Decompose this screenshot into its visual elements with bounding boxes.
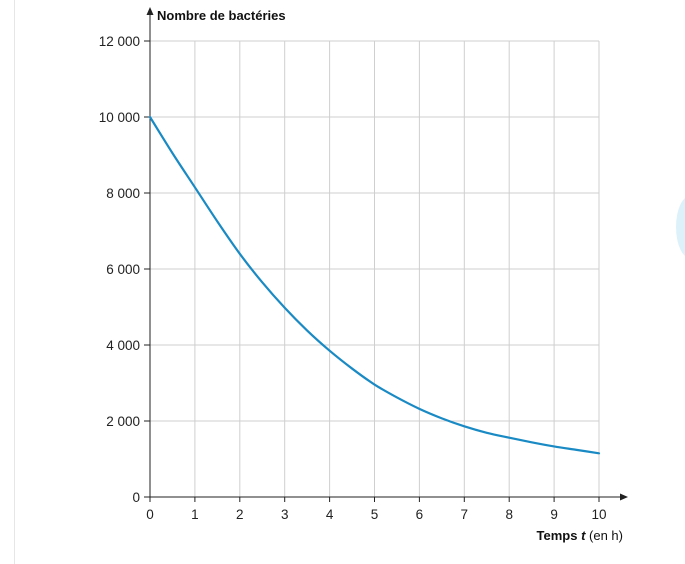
x-tick-label: 8 — [505, 507, 513, 522]
x-tick-label: 3 — [281, 507, 289, 522]
x-tick-label: 2 — [236, 507, 244, 522]
y-axis-arrow — [146, 7, 154, 15]
x-axis-title: Temps t (en h) — [537, 528, 624, 543]
y-tick-label: 6 000 — [106, 262, 140, 277]
y-axis-title: Nombre de bactéries — [157, 8, 286, 23]
x-tick-label: 4 — [326, 507, 334, 522]
x-tick-label: 0 — [146, 507, 154, 522]
x-axis-title-main: Temps — [537, 528, 578, 543]
x-axis-title-variable: t — [581, 528, 586, 543]
y-tick-label: 2 000 — [106, 414, 140, 429]
series — [148, 115, 601, 455]
x-tick-label: 5 — [371, 507, 379, 522]
page-edge — [14, 0, 15, 564]
series-line — [148, 115, 601, 455]
x-axis-arrow — [620, 493, 628, 501]
y-tick-label: 8 000 — [106, 186, 140, 201]
y-tick-label: 10 000 — [99, 110, 140, 125]
x-axis-ticks: 0 1 2 3 4 5 6 7 8 9 10 — [146, 497, 607, 522]
x-axis-title-unit: (en h) — [589, 528, 623, 543]
grid — [150, 40, 600, 497]
y-tick-label: 0 — [132, 490, 140, 505]
decorative-blob — [676, 196, 685, 258]
y-tick-label: 12 000 — [99, 34, 140, 49]
y-axis-ticks: 0 2 000 4 000 6 000 8 000 10 000 12 000 — [99, 34, 150, 505]
x-tick-label: 7 — [461, 507, 469, 522]
x-tick-label: 1 — [191, 507, 199, 522]
axes — [146, 7, 628, 501]
x-tick-label: 10 — [591, 507, 606, 522]
x-tick-label: 9 — [550, 507, 558, 522]
y-tick-label: 4 000 — [106, 338, 140, 353]
x-tick-label: 6 — [416, 507, 424, 522]
